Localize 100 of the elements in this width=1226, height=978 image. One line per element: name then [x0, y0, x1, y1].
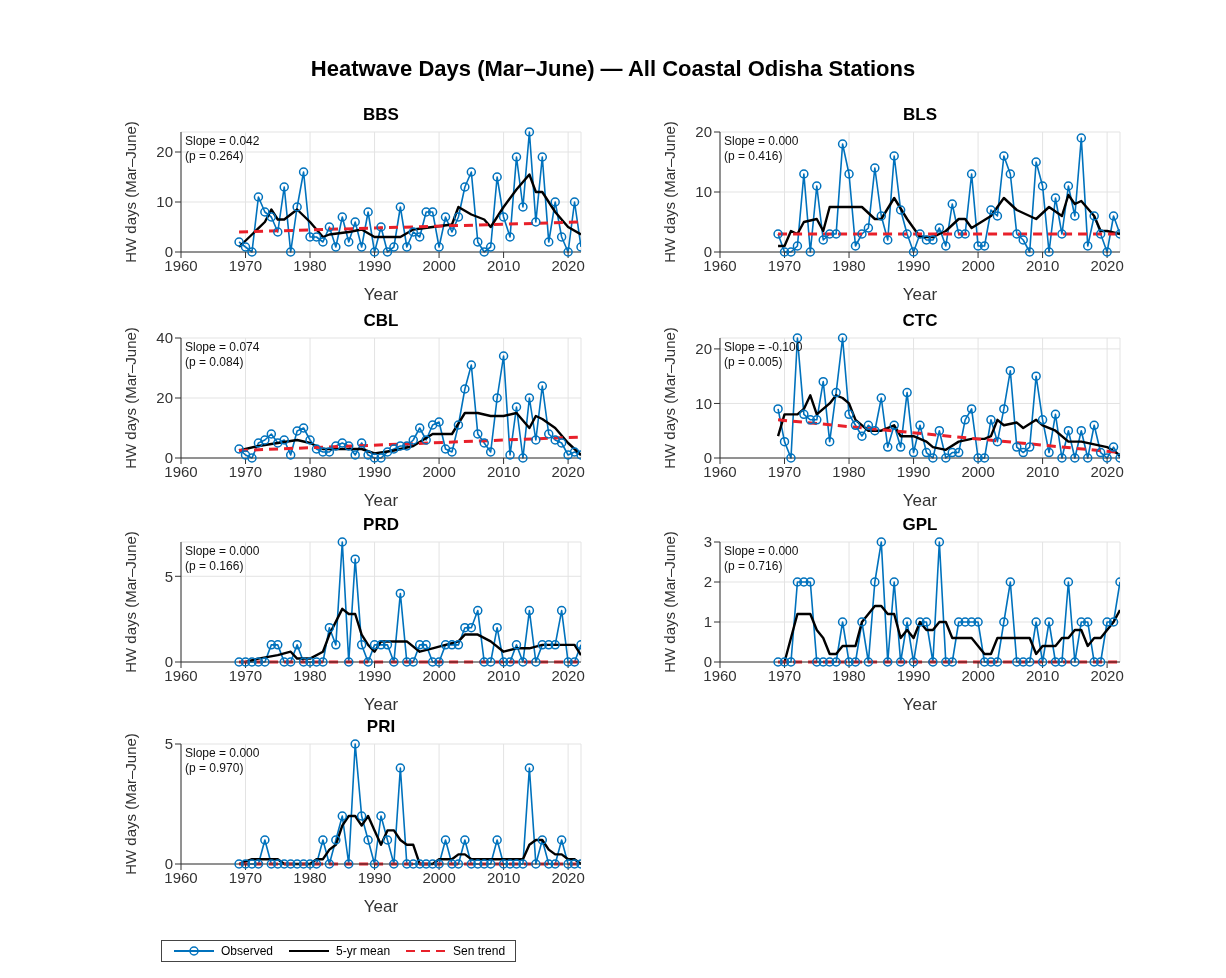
- point: [1005, 169, 1016, 179]
- point: [382, 640, 393, 650]
- point: [402, 859, 412, 869]
- point: [260, 207, 270, 217]
- point: [1018, 657, 1028, 667]
- point: [337, 438, 348, 448]
- chart-title: Heatwave Days (Mar–June) — All Coastal Odisha Stations: [309, 56, 917, 82]
- point: [979, 241, 990, 251]
- point: [844, 409, 854, 420]
- point: [382, 247, 393, 257]
- point: [434, 242, 444, 252]
- point: [356, 811, 367, 821]
- point: [305, 232, 315, 242]
- point: [408, 227, 419, 237]
- point: [1012, 229, 1022, 239]
- point: [799, 409, 809, 420]
- x-tick-label: 1980: [832, 462, 866, 480]
- point: [240, 450, 251, 460]
- x-axis-title: Year: [902, 695, 938, 714]
- point: [1018, 235, 1028, 245]
- annotation: (p = 0.084): [185, 355, 245, 370]
- point: [350, 217, 360, 227]
- point: [999, 151, 1009, 161]
- point: [857, 431, 867, 441]
- point: [524, 763, 535, 773]
- point: [518, 657, 528, 667]
- point: [837, 139, 848, 149]
- y-tick-label: 40: [156, 329, 173, 347]
- point: [889, 420, 899, 431]
- point: [779, 657, 790, 667]
- point: [870, 577, 880, 587]
- point: [947, 447, 958, 458]
- y-tick-label: 20: [695, 123, 712, 141]
- point: [992, 657, 1003, 667]
- point: [1037, 181, 1048, 191]
- point: [453, 420, 464, 430]
- point: [1050, 409, 1061, 420]
- x-tick-label: 1980: [832, 256, 866, 274]
- point: [485, 447, 496, 457]
- point: [363, 450, 373, 460]
- point: [569, 657, 580, 667]
- point: [318, 657, 328, 667]
- point: [812, 415, 822, 425]
- point: [563, 657, 573, 667]
- point: [870, 163, 880, 173]
- point: [434, 417, 444, 427]
- y-tick-label: 1: [703, 613, 712, 631]
- point: [266, 212, 277, 222]
- y-axis-title: HW days (Mar–June): [121, 327, 139, 469]
- x-tick-label: 2000: [422, 868, 456, 886]
- point: [311, 232, 322, 242]
- point: [992, 211, 1003, 221]
- point: [292, 426, 302, 436]
- point: [285, 859, 296, 869]
- x-tick-label: 1970: [228, 868, 263, 886]
- point: [421, 435, 431, 445]
- point: [331, 441, 341, 451]
- chart-title: PRD: [362, 514, 400, 536]
- point: [786, 657, 796, 667]
- point: [447, 859, 457, 869]
- point: [414, 640, 425, 650]
- point: [369, 453, 380, 463]
- point: [1044, 247, 1054, 257]
- point: [837, 617, 848, 627]
- x-tick-label: 2010: [486, 868, 521, 886]
- point: [427, 420, 438, 430]
- point: [1102, 617, 1112, 627]
- point: [792, 577, 803, 587]
- point: [889, 151, 899, 161]
- point: [556, 232, 567, 242]
- x-tick-label: 1970: [228, 256, 263, 274]
- point: [556, 835, 567, 845]
- annotation: (p = 0.970): [185, 761, 245, 776]
- point: [1082, 241, 1093, 251]
- point: [850, 241, 861, 251]
- point: [402, 657, 412, 667]
- point: [266, 429, 277, 439]
- legend-label: Sen trend: [453, 944, 506, 958]
- point: [921, 617, 932, 627]
- point: [234, 444, 244, 454]
- point: [331, 835, 341, 845]
- point: [1095, 229, 1106, 239]
- point: [947, 657, 958, 667]
- point: [234, 657, 244, 667]
- x-tick-label: 2020: [1090, 462, 1124, 480]
- point: [389, 657, 399, 667]
- x-axis-title: Year: [363, 491, 399, 510]
- point: [518, 453, 528, 463]
- point: [492, 835, 502, 845]
- point: [337, 537, 348, 547]
- point: [850, 657, 861, 667]
- point: [979, 453, 990, 463]
- point: [440, 212, 451, 222]
- point: [1044, 447, 1054, 458]
- point: [928, 453, 938, 463]
- point: [986, 657, 996, 667]
- point: [473, 429, 483, 439]
- point: [973, 453, 983, 463]
- point: [473, 605, 483, 616]
- point: [805, 247, 816, 257]
